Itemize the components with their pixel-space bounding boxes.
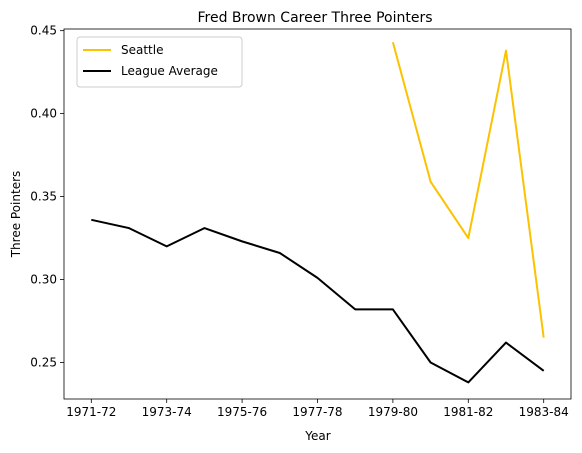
- legend: Seattle League Average: [76, 36, 243, 88]
- y-tick-label: 0.45: [30, 24, 57, 38]
- series-layer: [91, 42, 545, 384]
- chart-title: Fred Brown Career Three Pointers: [197, 10, 432, 26]
- x-tick-label: 1971-72: [66, 405, 116, 419]
- x-tick-label: 1983-84: [519, 405, 569, 419]
- y-tick-label: 0.25: [30, 355, 57, 369]
- series-line-league-average: [91, 218, 545, 384]
- legend-box: [76, 36, 243, 88]
- y-tick-label: 0.30: [30, 273, 57, 287]
- x-tick-label: 1981-82: [443, 405, 493, 419]
- legend-label-league-average: League Average: [121, 64, 218, 78]
- x-axis-label: Year: [304, 429, 330, 443]
- x-tick-label: 1977-78: [292, 405, 342, 419]
- x-tick-label: 1975-76: [217, 405, 267, 419]
- x-tick-label: 1979-80: [368, 405, 418, 419]
- legend-label-seattle: Seattle: [121, 43, 163, 57]
- x-axis-ticks: 1971-72 1973-74 1975-76 1977-78 1979-80 1981-…: [66, 399, 569, 419]
- y-axis-ticks: 0.25 0.30 0.35 0.40 0.45: [30, 24, 64, 369]
- y-tick-label: 0.35: [30, 190, 57, 204]
- x-tick-label: 1973-74: [142, 405, 192, 419]
- series-line-seattle: [391, 42, 545, 338]
- y-tick-label: 0.40: [30, 107, 57, 121]
- y-axis-label: Three Pointers: [9, 171, 23, 259]
